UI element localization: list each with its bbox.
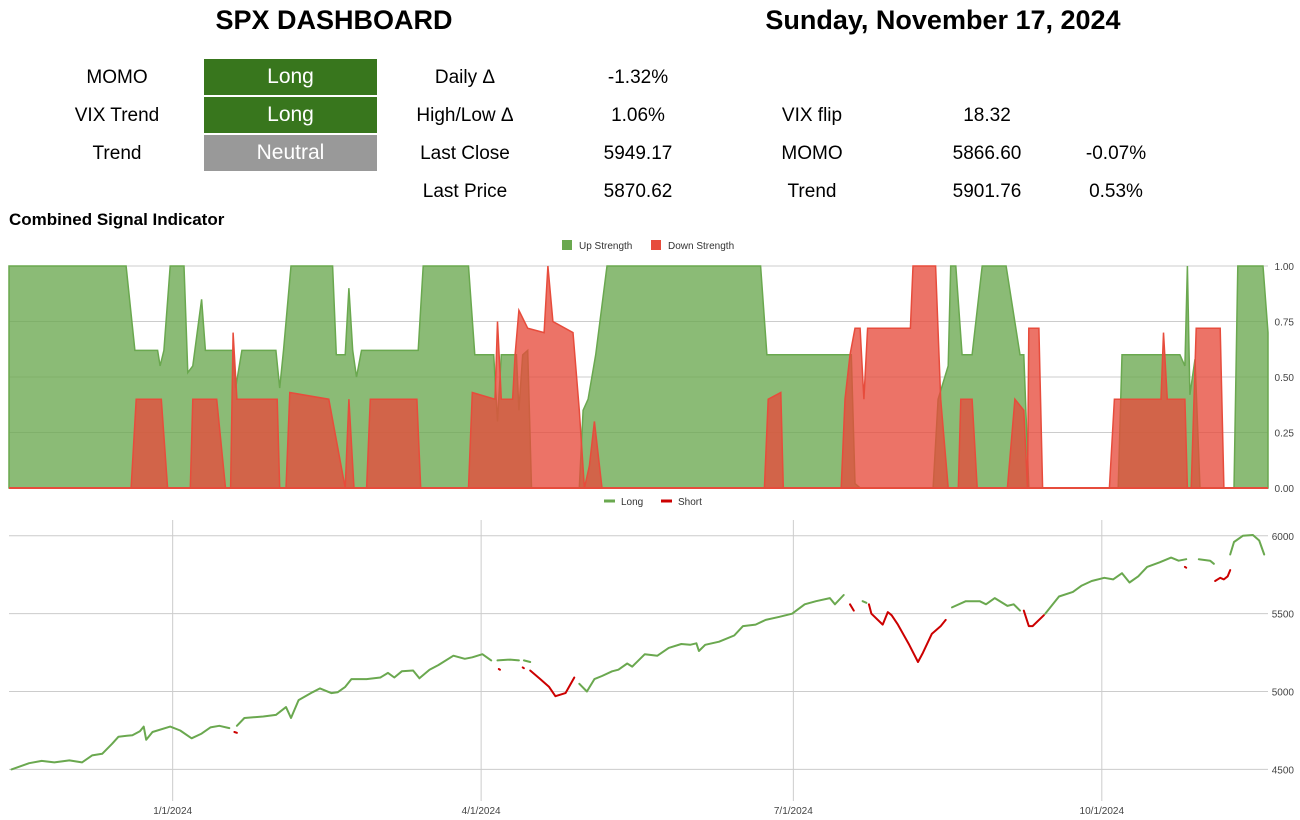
signal-strength-chart: 0.00 0.25 0.50 0.75 1.00 Up Strength Down Str… [8,240,1295,495]
series-long-segment [578,594,845,693]
last-price-value: 5870.62 [603,181,673,202]
highlow-delta-value: 1.06% [611,105,665,126]
daily-delta-value: -1.32% [607,67,669,88]
series-long-segment [861,600,868,604]
series-long-segment [951,597,1021,612]
series-short-segment [867,603,947,663]
series-long-segment [10,724,231,771]
highlow-delta-label: High/Low Δ [416,105,514,126]
y-tick-label: 4500 [1272,765,1295,776]
legend-label: Long [621,497,643,508]
series-long-segment [235,653,493,727]
series-long-segment [1044,556,1188,615]
y-tick-label: 0.50 [1275,373,1295,384]
price-signal-chart: Long Short 4500 5000 5500 6000 1/1/2024 4/1/20… [9,497,1295,817]
dashboard-title: SPX DASHBOARD [215,5,453,35]
y-tick-label: 0.25 [1275,429,1295,440]
momo-level-value: 5866.60 [952,143,1022,164]
y-tick-label: 0.00 [1275,484,1295,495]
x-tick-label: 10/1/2024 [1080,806,1125,817]
series-short-segment [1214,569,1232,582]
series-short-segment [1022,609,1045,628]
signal-label-vix-trend: VIX Trend [74,105,160,126]
signal-label-momo: MOMO [86,67,148,88]
y-tick-label: 5000 [1272,688,1295,699]
last-close-value: 5949.17 [603,143,673,164]
series-long-segment [1229,534,1266,556]
dashboard-date: Sunday, November 17, 2024 [765,5,1121,35]
signal-status-vix-trend: Long [204,97,377,133]
signal-status-momo: Long [204,59,377,95]
y-tick-label: 0.75 [1275,318,1295,329]
legend-swatch [562,240,572,250]
trend-level-value: 5901.76 [952,181,1022,202]
vix-flip-label: VIX flip [781,105,843,126]
series-long-segment [496,658,520,662]
x-tick-label: 7/1/2024 [774,806,813,817]
y-tick-label: 6000 [1272,532,1295,543]
legend-swatch [651,240,661,250]
signal-status-trend: Neutral [204,135,377,171]
trend-pct-value: 0.53% [1089,181,1143,202]
legend-label: Up Strength [579,241,632,252]
series-short-segment [233,731,238,734]
x-tick-label: 1/1/2024 [153,806,192,817]
legend-label: Short [678,497,702,508]
y-tick-label: 1.00 [1275,262,1295,273]
series-short-segment [497,668,501,671]
series-short-segment [849,603,855,612]
daily-delta-label: Daily Δ [434,67,496,88]
y-tick-label: 5500 [1272,610,1295,621]
signal-label-trend: Trend [92,143,142,164]
momo-pct-value: -0.07% [1085,143,1147,164]
section-title: Combined Signal Indicator [9,210,225,229]
series-long-segment [1197,558,1215,565]
series-short-segment [1183,565,1188,569]
vix-flip-value: 18.32 [963,105,1011,126]
last-price-label: Last Price [422,181,508,202]
series-short-segment [529,669,576,698]
trend-level-label: Trend [787,181,837,202]
x-tick-label: 4/1/2024 [462,806,501,817]
legend-label: Down Strength [668,241,734,252]
series-long-segment [522,659,532,663]
series-short-segment [521,666,525,670]
momo-level-label: MOMO [781,143,843,164]
last-close-label: Last Close [420,143,510,164]
